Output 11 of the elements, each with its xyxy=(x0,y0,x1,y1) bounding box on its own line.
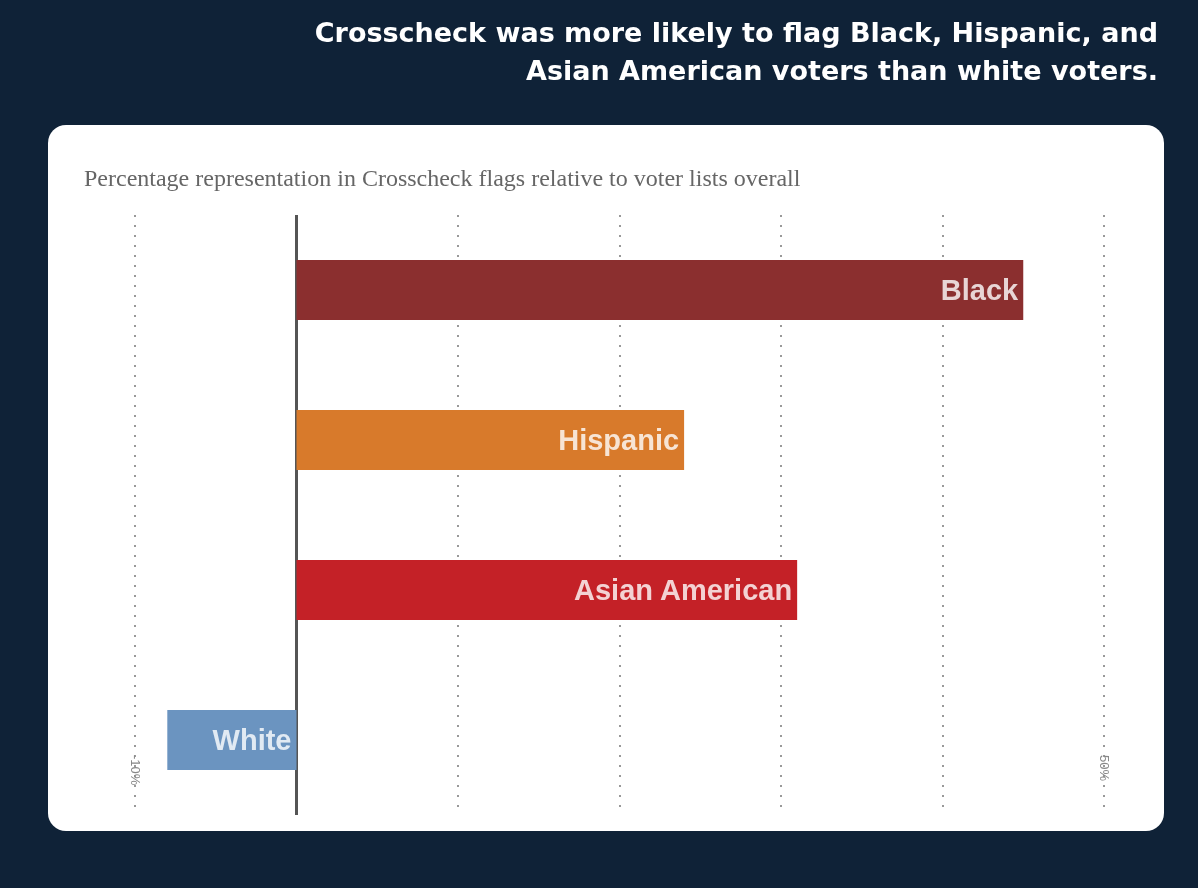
bar xyxy=(296,260,1024,320)
chart-title: Crosscheck was more likely to flag Black, Hispanic, and Asian American voters than white voters. xyxy=(313,16,1158,88)
x-tick-label: -10% xyxy=(127,755,143,786)
y-tick-label: White xyxy=(212,724,292,756)
y-tick-label: Hispanic xyxy=(558,424,680,456)
bar xyxy=(296,410,685,470)
y-tick-label: Black xyxy=(940,274,1020,306)
x-tick-label: 50% xyxy=(1096,755,1112,782)
bar xyxy=(296,560,798,620)
y-tick-label: Asian American xyxy=(574,574,793,606)
chart-subtitle: Percentage representation in Crosscheck flags relative to voter lists overall xyxy=(84,165,801,192)
